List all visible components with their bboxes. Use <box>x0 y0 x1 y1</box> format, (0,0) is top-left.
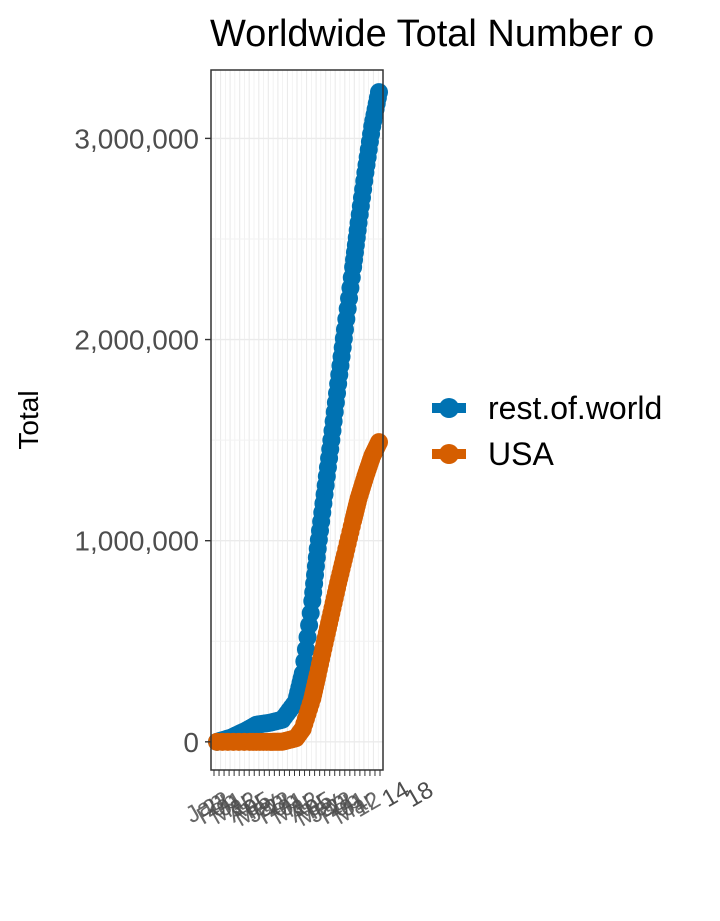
x-tick-label: 18 <box>401 776 438 813</box>
y-tick-label: 0 <box>183 727 199 758</box>
data-point-daily <box>342 268 361 287</box>
series-rest-of-world <box>208 83 388 751</box>
data-point-daily <box>301 604 320 623</box>
data-point-daily <box>362 125 381 144</box>
series-usa <box>208 433 388 751</box>
y-tick-label: 2,000,000 <box>74 325 199 356</box>
data-point-daily <box>314 494 333 513</box>
data-point-daily <box>328 384 347 403</box>
data-point-daily <box>292 669 311 688</box>
data-point-daily <box>334 329 353 348</box>
chart-title: Worldwide Total Number o <box>210 13 654 55</box>
data-point-daily <box>355 171 374 190</box>
legend-key-point <box>439 444 459 464</box>
data-point-daily <box>348 221 367 240</box>
data-point-daily <box>368 435 387 454</box>
x-ticks: Jan22Feb01Mar12Apr05MayJan22Feb01Mar12Ap… <box>181 770 438 832</box>
data-point-daily <box>307 548 326 567</box>
panel-border <box>210 69 384 771</box>
legend: rest.of.world USA <box>432 390 662 472</box>
legend-key-point <box>439 398 459 418</box>
y-tick-label: 3,000,000 <box>74 123 199 154</box>
data-point-daily <box>321 440 340 459</box>
data-point-daily <box>368 88 387 107</box>
legend-label: USA <box>488 436 554 472</box>
series-layer <box>208 83 388 751</box>
y-tick-label: 1,000,000 <box>74 526 199 557</box>
y-axis-label: Total <box>13 390 44 449</box>
legend-label: rest.of.world <box>488 390 662 426</box>
y-ticks: 0 1,000,000 2,000,000 3,000,000 <box>74 123 211 758</box>
